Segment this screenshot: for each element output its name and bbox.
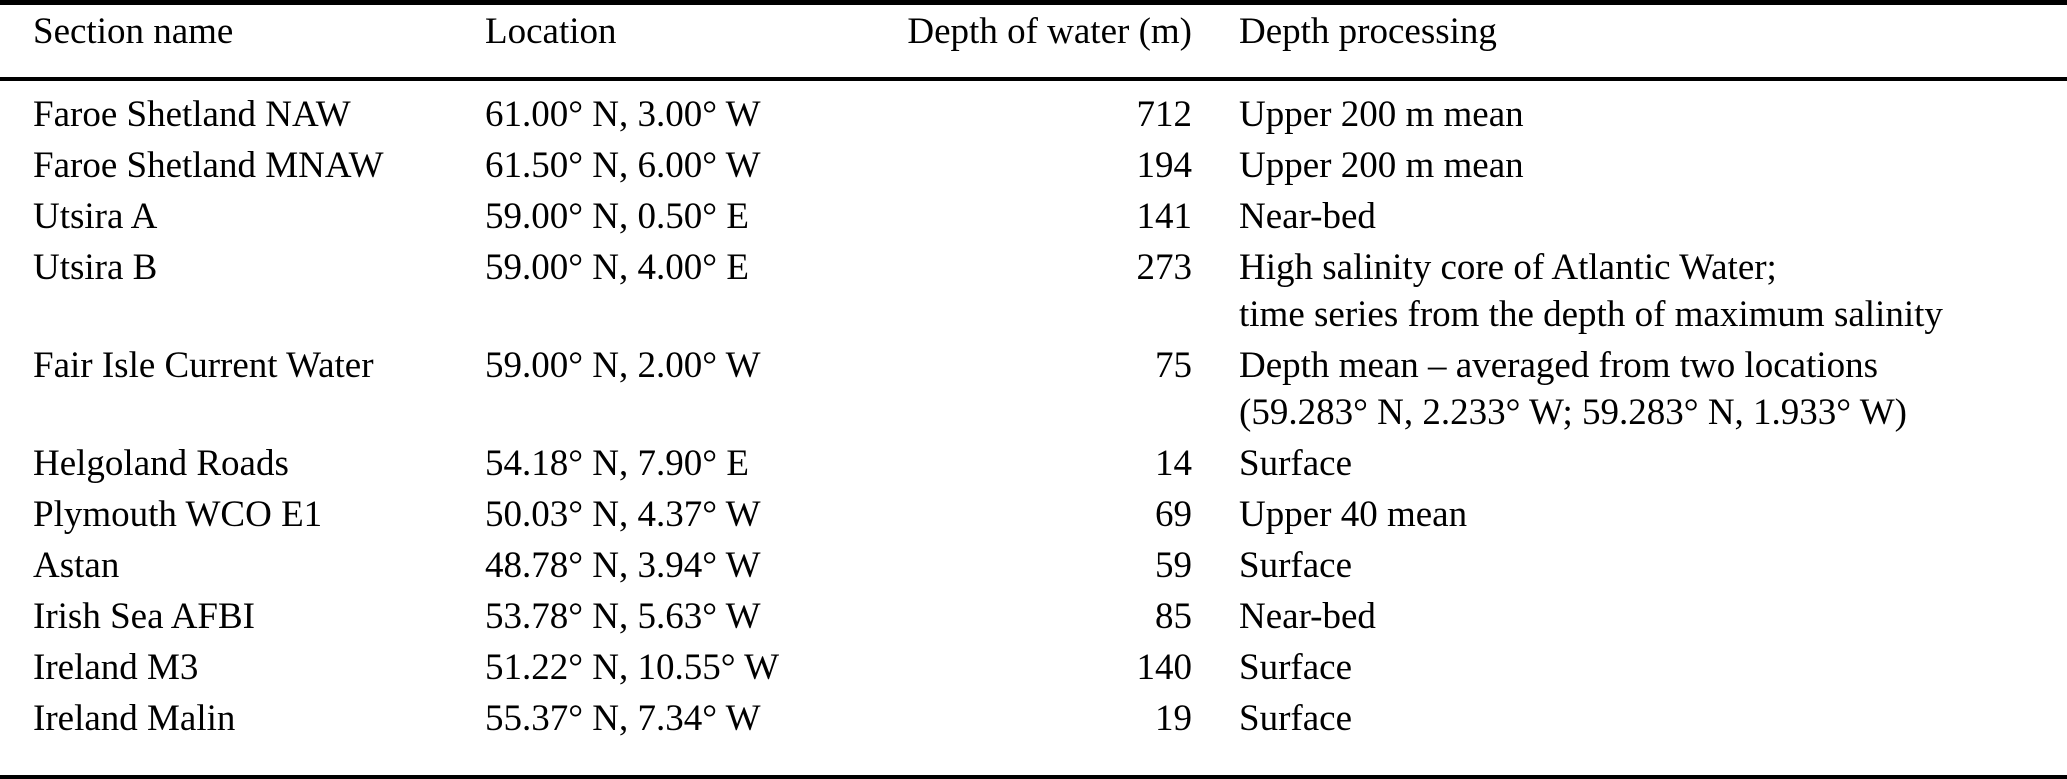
depth-of-water-cell: 712 [1136, 94, 1193, 135]
section-name-cell: Utsira B [33, 247, 158, 288]
section-name-cell: Helgoland Roads [33, 443, 289, 484]
section-name-cell: Fair Isle Current Water [33, 345, 374, 386]
table-row: Irish Sea AFBI 53.78° N, 5.63° W 85 Near… [0, 591, 2067, 642]
column-header-location: Location [485, 5, 862, 81]
depth-of-water-cell: 85 [1155, 596, 1192, 637]
depth-processing-cell: Surface [1239, 698, 1352, 739]
depth-processing-cell: Upper 200 m mean [1239, 145, 1524, 186]
depth-of-water-cell: 69 [1155, 494, 1192, 535]
column-header-depth-of-water: Depth of water (m) [862, 5, 1192, 81]
table-row: Faroe Shetland NAW 61.00° N, 3.00° W 712… [0, 79, 2067, 140]
table-row: Fair Isle Current Water 59.00° N, 2.00° … [0, 340, 2067, 438]
table-header-row: Section name Location Depth of water (m)… [0, 5, 2067, 81]
table-row: Astan 48.78° N, 3.94° W 59 Surface [0, 540, 2067, 591]
location-cell: 61.50° N, 6.00° W [485, 145, 761, 186]
section-name-cell: Ireland M3 [33, 647, 199, 688]
depth-processing-cell: Surface [1239, 545, 1352, 586]
table-row: Ireland M3 51.22° N, 10.55° W 140 Surfac… [0, 642, 2067, 693]
stations-table: Section name Location Depth of water (m)… [0, 5, 2067, 744]
table-row: Utsira B 59.00° N, 4.00° E 273 High sali… [0, 242, 2067, 340]
section-name-cell: Irish Sea AFBI [33, 596, 255, 637]
location-cell: 54.18° N, 7.90° E [485, 443, 749, 484]
depth-processing-cell: Near-bed [1239, 196, 1376, 237]
depth-processing-cell: High salinity core of Atlantic Water; ti… [1239, 247, 1943, 335]
depth-of-water-cell: 273 [1136, 247, 1193, 288]
location-cell: 59.00° N, 4.00° E [485, 247, 749, 288]
depth-processing-cell: Surface [1239, 647, 1352, 688]
table-body: Faroe Shetland NAW 61.00° N, 3.00° W 712… [0, 79, 2067, 744]
depth-of-water-cell: 194 [1136, 145, 1193, 186]
depth-of-water-cell: 141 [1136, 196, 1193, 237]
table-row: Faroe Shetland MNAW 61.50° N, 6.00° W 19… [0, 140, 2067, 191]
section-name-cell: Ireland Malin [33, 698, 236, 739]
location-cell: 55.37° N, 7.34° W [485, 698, 761, 739]
section-name-cell: Faroe Shetland NAW [33, 94, 351, 135]
depth-processing-cell: Near-bed [1239, 596, 1376, 637]
table-header: Section name Location Depth of water (m)… [0, 5, 2067, 81]
section-name-cell: Faroe Shetland MNAW [33, 145, 384, 186]
location-cell: 59.00° N, 2.00° W [485, 345, 761, 386]
depth-of-water-cell: 75 [1155, 345, 1192, 386]
location-cell: 59.00° N, 0.50° E [485, 196, 749, 237]
location-cell: 53.78° N, 5.63° W [485, 596, 761, 637]
section-name-cell: Astan [33, 545, 120, 586]
depth-processing-cell: Upper 200 m mean [1239, 94, 1524, 135]
depth-of-water-cell: 19 [1155, 698, 1192, 739]
table-row: Helgoland Roads 54.18° N, 7.90° E 14 Sur… [0, 438, 2067, 489]
location-cell: 51.22° N, 10.55° W [485, 647, 780, 688]
table-row: Plymouth WCO E1 50.03° N, 4.37° W 69 Upp… [0, 489, 2067, 540]
table-row: Utsira A 59.00° N, 0.50° E 141 Near-bed [0, 191, 2067, 242]
location-cell: 48.78° N, 3.94° W [485, 545, 761, 586]
section-name-cell: Utsira A [33, 196, 158, 237]
location-cell: 50.03° N, 4.37° W [485, 494, 761, 535]
table-row: Ireland Malin 55.37° N, 7.34° W 19 Surfa… [0, 693, 2067, 744]
depth-processing-cell: Depth mean – averaged from two locations… [1239, 345, 1907, 433]
depth-of-water-cell: 140 [1136, 647, 1193, 688]
column-header-section-name: Section name [0, 5, 485, 81]
depth-processing-cell: Upper 40 mean [1239, 494, 1468, 535]
column-header-depth-processing: Depth processing [1192, 5, 2067, 81]
depth-processing-cell: Surface [1239, 443, 1352, 484]
section-name-cell: Plymouth WCO E1 [33, 494, 323, 535]
location-cell: 61.00° N, 3.00° W [485, 94, 761, 135]
depth-of-water-cell: 59 [1155, 545, 1192, 586]
depth-of-water-cell: 14 [1155, 443, 1192, 484]
